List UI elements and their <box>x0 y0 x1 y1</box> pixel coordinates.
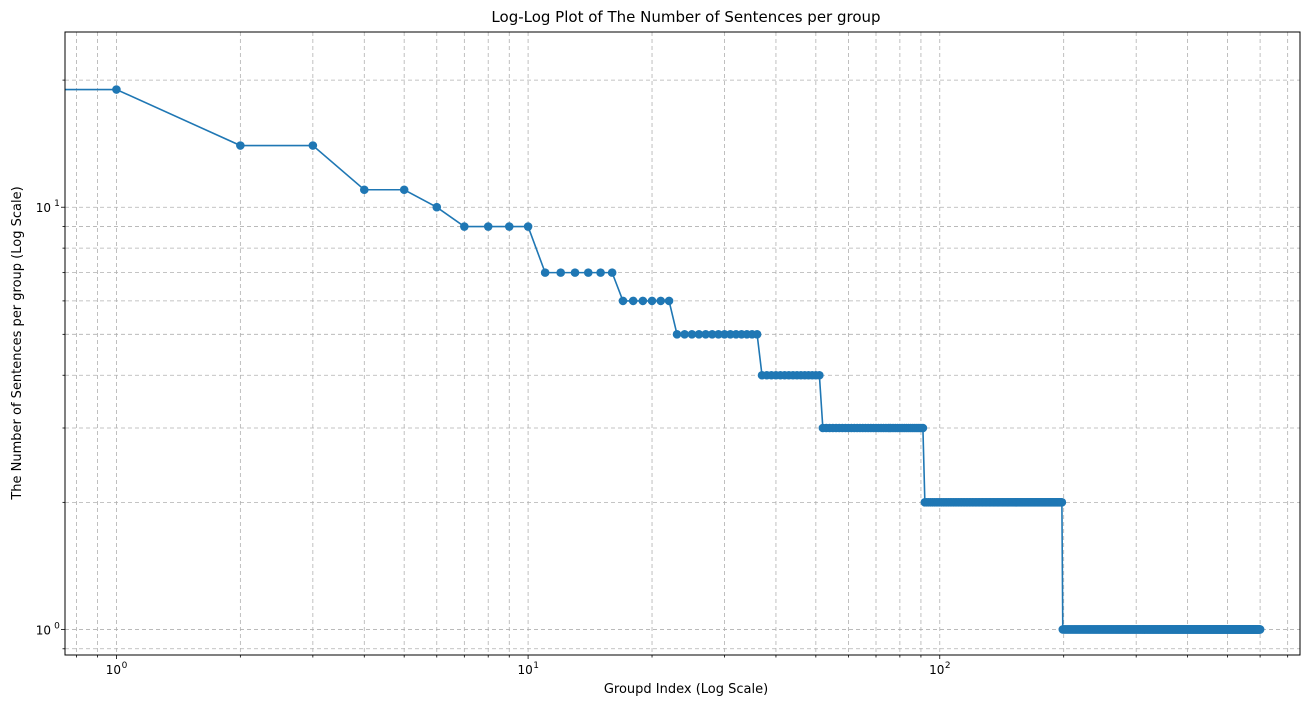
data-point <box>540 268 550 277</box>
plot-frame <box>64 31 1301 656</box>
data-point <box>583 268 593 277</box>
data-point <box>647 296 657 306</box>
data-point <box>112 85 121 94</box>
data-point <box>236 141 245 150</box>
data-point <box>556 268 565 277</box>
data-point <box>1255 625 1265 634</box>
data-point <box>308 141 318 150</box>
data-point <box>570 268 580 277</box>
data-point <box>815 370 824 380</box>
data-point <box>694 330 704 339</box>
data-point <box>664 296 674 306</box>
data-point <box>1057 498 1067 507</box>
series-line-path <box>65 88 1261 631</box>
data-point <box>483 222 493 231</box>
data-point <box>638 296 648 306</box>
x-tick-label: 10 <box>106 663 121 677</box>
data-point <box>523 222 533 231</box>
x-axis-label: Groupd Index (Log Scale) <box>604 682 768 697</box>
chart-title: Log-Log Plot of The Number of Sentences … <box>491 8 880 26</box>
data-point <box>628 296 638 306</box>
x-tick-exponent: 0 <box>122 661 128 671</box>
data-point <box>701 330 710 339</box>
data-point <box>504 222 514 231</box>
data-point <box>399 185 409 195</box>
data-point <box>596 268 605 277</box>
data-point <box>656 296 666 306</box>
data-point <box>432 202 442 212</box>
data-point <box>680 330 689 339</box>
y-tick-exponent: 0 <box>54 621 60 631</box>
y-axis-label: The Number of Sentences per group (Log S… <box>10 186 25 500</box>
data-point <box>460 222 469 231</box>
series-line <box>65 88 1261 631</box>
data-point <box>714 330 723 339</box>
x-axis: 10 0 10 1 10 2 <box>76 655 1289 677</box>
data-point <box>687 330 697 339</box>
y-tick-label: 10 <box>36 201 51 215</box>
data-point <box>618 296 628 306</box>
y-tick-label: 10 <box>36 623 51 637</box>
data-point <box>918 423 928 433</box>
data-point <box>672 330 682 339</box>
data-point <box>707 330 717 339</box>
x-tick-label: 10 <box>929 663 944 677</box>
data-point <box>359 185 369 195</box>
y-tick-exponent: 1 <box>54 199 60 209</box>
x-tick-exponent: 2 <box>945 661 951 671</box>
data-point <box>752 330 762 339</box>
x-tick-label: 10 <box>517 663 532 677</box>
series-markers <box>112 85 1265 634</box>
grid-lines <box>65 32 1300 655</box>
x-tick-exponent: 1 <box>533 661 539 671</box>
data-point <box>607 268 617 277</box>
